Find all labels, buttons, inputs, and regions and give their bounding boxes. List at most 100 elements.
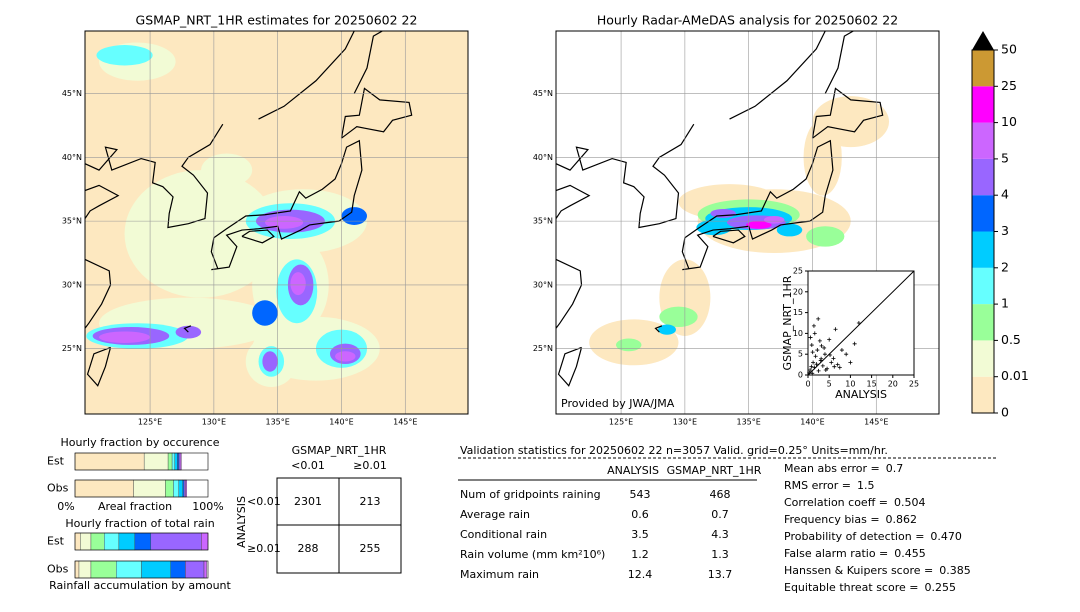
scatter-point: [817, 338, 822, 343]
lat-label: 25°N: [533, 344, 553, 353]
row-value: 543: [630, 488, 651, 501]
fraction-segment: [80, 532, 92, 551]
fraction-segment: [179, 452, 182, 471]
scatter-point: [810, 350, 815, 355]
colorbar-label: 4: [1001, 187, 1009, 202]
row-label: Obs: [47, 563, 69, 576]
row-value: 4.3: [711, 528, 729, 541]
scatter-point: [808, 368, 813, 373]
rain-area: [264, 216, 304, 229]
score-value: 0.470: [930, 530, 962, 543]
rain-area: [290, 272, 306, 296]
map-layer: [556, 31, 939, 414]
scatter-point: [808, 335, 813, 340]
lat-label: 45°N: [533, 89, 553, 98]
map-title: Hourly Radar-AMeDAS analysis for 2025060…: [597, 13, 898, 28]
colorbar-label: 1: [1001, 296, 1009, 311]
coastline: [729, 31, 826, 120]
fraction-segment: [74, 452, 145, 471]
scatter-point: [812, 331, 817, 336]
x-tick-label: 10: [845, 380, 855, 389]
row-name: Conditional rain: [460, 528, 547, 541]
coastline: [85, 184, 120, 219]
lon-label: 125°E: [609, 418, 633, 427]
lon-label: 145°E: [393, 418, 417, 427]
rain-area: [213, 42, 419, 171]
map-layer: [85, 31, 468, 414]
score-name: Equitable threat score =: [784, 581, 918, 594]
score-name: Mean abs error =: [784, 462, 880, 475]
lon-label: 125°E: [138, 418, 162, 427]
x-tick-label: 25: [909, 380, 919, 389]
table-title: GSMAP_NRT_1HR: [292, 444, 387, 457]
row-value: 13.7: [708, 568, 733, 581]
rain-area: [615, 338, 642, 352]
score-name: Hanssen & Kuipers score =: [784, 564, 933, 577]
scatter-point: [810, 371, 815, 376]
rain-area: [262, 351, 278, 372]
coastline: [210, 139, 363, 271]
fraction-segment: [133, 479, 166, 498]
y-axis-label: GSMAP_NRT_1HR: [781, 275, 794, 370]
colorbar-segment: [972, 340, 994, 377]
lat-label: 40°N: [533, 153, 553, 162]
footer: Rainfall accumulation by amount: [49, 579, 231, 592]
rain-area: [335, 351, 356, 362]
coastline: [557, 346, 583, 387]
rain-area: [806, 226, 845, 247]
colorbar-label: 10: [1001, 114, 1017, 129]
scatter-point: [822, 352, 827, 357]
fraction-segment: [116, 560, 142, 579]
diagonal: [807, 270, 915, 376]
scatter-point: [833, 327, 838, 332]
fraction-segment: [178, 479, 183, 498]
scatter-point: [813, 354, 818, 359]
colorbar-label: 3: [1001, 223, 1009, 238]
col-header: GSMAP_NRT_1HR: [667, 464, 762, 477]
cell: 288: [298, 542, 319, 555]
lat-label: 35°N: [62, 217, 82, 226]
cell: 255: [360, 542, 381, 555]
coastline: [353, 31, 383, 94]
row-label: Obs: [47, 482, 69, 495]
coastline: [183, 325, 192, 333]
score-name: Correlation coeff =: [784, 496, 888, 509]
scatter-point: [815, 348, 820, 353]
score-value: 0.455: [894, 547, 926, 560]
x-tick-label: 20: [888, 380, 898, 389]
axis-label: 0%: [57, 500, 74, 513]
score: Frequency bias = 0.862: [784, 513, 917, 526]
axis-label: Areal fraction: [98, 500, 172, 513]
colorbar-segment: [972, 86, 994, 123]
score-value: 0.385: [939, 564, 971, 577]
colorbar-label: 5: [1001, 150, 1009, 165]
axis-label: 100%: [192, 500, 223, 513]
colorbar-label: 0.5: [1001, 332, 1021, 347]
fraction-segment: [173, 479, 179, 498]
fraction-segment: [141, 560, 171, 579]
fraction-segment: [165, 479, 174, 498]
col-header: ≥0.01: [353, 459, 387, 472]
scatter-point: [820, 363, 825, 368]
rain-area: [175, 325, 202, 339]
row-value: 0.6: [631, 508, 649, 521]
coastline: [811, 87, 884, 139]
rain-area: [85, 55, 163, 158]
y-tick-label: 20: [793, 287, 803, 296]
scatter-point: [819, 343, 824, 348]
chart-title: Hourly fraction of total rain: [65, 517, 214, 530]
scatter-point: [814, 362, 819, 367]
fraction-segment: [171, 452, 175, 471]
col-header: <0.01: [291, 459, 325, 472]
colorbar-label: 50: [1001, 42, 1017, 57]
scatter-point: [816, 368, 821, 373]
scatter-point: [816, 316, 821, 321]
bar-frame: [74, 479, 209, 498]
lon-label: 145°E: [864, 418, 888, 427]
score-name: Frequency bias =: [784, 513, 880, 526]
lon-label: 140°E: [329, 418, 353, 427]
cell: 213: [360, 495, 381, 508]
row-value: 12.4: [628, 568, 653, 581]
rain-area: [252, 300, 278, 326]
fraction-segment: [143, 452, 169, 471]
